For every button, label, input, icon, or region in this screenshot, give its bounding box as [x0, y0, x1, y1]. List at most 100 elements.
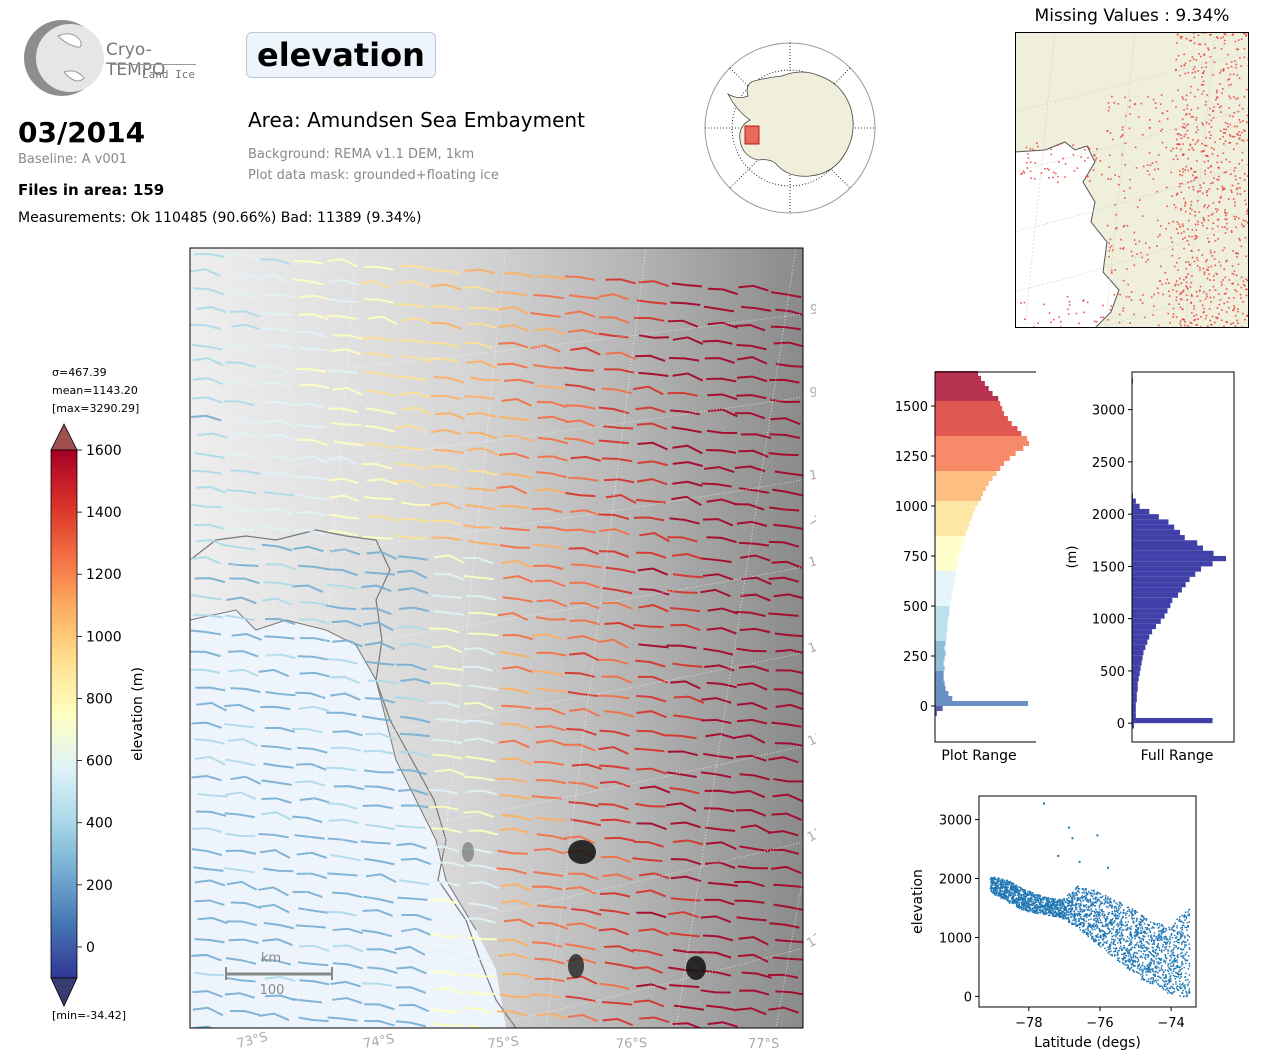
- scatter-point: [1025, 894, 1028, 897]
- track-segment: [229, 577, 260, 585]
- histogram-bar: [935, 671, 944, 676]
- scatter-point: [1104, 932, 1106, 935]
- missing-point: [1207, 215, 1210, 217]
- scatter-point: [1070, 916, 1073, 918]
- scatter-point: [1107, 898, 1109, 900]
- scatter-point: [1053, 906, 1056, 909]
- scatter-point: [1063, 912, 1065, 914]
- missing-point: [1133, 264, 1136, 267]
- missing-point: [1184, 133, 1187, 136]
- scatter-point: [1020, 897, 1022, 899]
- lon-label: 100°W: [808, 461, 816, 483]
- track-segment: [737, 702, 768, 711]
- scatter-point: [1183, 914, 1186, 916]
- track-segment: [293, 1035, 323, 1039]
- track-segment: [229, 310, 261, 318]
- scatter-point: [1104, 924, 1107, 926]
- scatter-point: [1181, 960, 1183, 963]
- scatter-point: [1085, 887, 1087, 890]
- track-segment: [669, 984, 700, 989]
- track-segment: [738, 449, 769, 458]
- missing-point: [1183, 64, 1186, 66]
- track-segment: [537, 436, 569, 445]
- scatter-point: [1126, 964, 1128, 966]
- scatter-point: [1134, 929, 1137, 931]
- scatter-point: [1132, 969, 1134, 971]
- scatter-point: [1043, 897, 1046, 900]
- scatter-point: [1154, 971, 1156, 973]
- scatter-point: [1129, 954, 1132, 957]
- missing-point: [1190, 180, 1192, 183]
- missing-point: [1186, 325, 1189, 327]
- scatter-point: [1119, 939, 1121, 942]
- track-segment: [394, 945, 426, 956]
- track-segment: [771, 560, 803, 569]
- scatter-point: [1184, 987, 1186, 990]
- scatter-point: [1154, 949, 1157, 951]
- scatter-point: [1027, 903, 1030, 905]
- scatter-point: [1043, 904, 1046, 906]
- missing-point: [1188, 235, 1191, 238]
- track-segment: [434, 554, 465, 564]
- scatter-point: [1112, 922, 1114, 925]
- track-segment: [702, 518, 734, 527]
- scatter-point: [1005, 897, 1007, 900]
- scatter-point: [1184, 915, 1186, 917]
- scatter-point: [1046, 900, 1048, 902]
- scatter-point: [1162, 988, 1165, 990]
- missing-point: [1048, 176, 1050, 179]
- histogram-bar: [1132, 697, 1137, 703]
- scatter-point: [1087, 919, 1090, 921]
- scatter-point: [1080, 905, 1082, 907]
- histogram-bar: [1132, 676, 1139, 682]
- missing-point: [1241, 326, 1244, 328]
- scatter-point: [1014, 887, 1016, 889]
- scatter-point: [1181, 992, 1183, 994]
- scatter-point: [1071, 903, 1073, 905]
- scatter-point: [1027, 910, 1029, 913]
- scatter-point: [1102, 943, 1104, 946]
- scatter-point: [1084, 915, 1087, 917]
- track-segment: [703, 647, 734, 656]
- scatter-point: [1162, 974, 1164, 976]
- missing-point: [1123, 224, 1126, 227]
- scatter-point: [1028, 909, 1031, 911]
- histogram-bar: [935, 531, 966, 536]
- track-segment: [741, 971, 772, 979]
- scatter-point: [996, 888, 999, 891]
- missing-point: [1175, 316, 1178, 318]
- track-segment: [292, 584, 324, 593]
- missing-point: [1187, 273, 1189, 275]
- missing-point: [1141, 133, 1144, 136]
- track-segment: [571, 907, 602, 916]
- track-segment: [633, 516, 665, 522]
- track-segment: [705, 826, 736, 832]
- track-segment: [703, 807, 735, 813]
- scatter-point: [1093, 889, 1095, 892]
- missing-point: [1224, 276, 1227, 279]
- missing-point: [1159, 233, 1161, 236]
- scatter-point: [1101, 895, 1104, 898]
- missing-point: [1207, 219, 1210, 222]
- scatter-point: [1180, 987, 1183, 989]
- track-segment: [669, 356, 700, 362]
- scatter-point: [1033, 902, 1036, 904]
- scatter-point: [1060, 914, 1062, 917]
- scatter-point: [1089, 899, 1091, 902]
- missing-point: [1198, 289, 1201, 292]
- histogram-bar: [1132, 535, 1185, 541]
- scatter-point: [1147, 947, 1150, 950]
- scatter-point: [1173, 990, 1176, 993]
- scatter-point: [1184, 944, 1186, 946]
- missing-point: [1208, 273, 1211, 275]
- scatter-point: [1149, 930, 1151, 932]
- missing-point: [1194, 318, 1197, 321]
- scatter-point: [1120, 931, 1123, 933]
- scatter-point: [1044, 909, 1047, 911]
- scatter-point: [1067, 914, 1070, 916]
- missing-point: [1222, 279, 1224, 281]
- scatter-point: [1151, 982, 1154, 985]
- scatter-point: [1048, 907, 1051, 910]
- scatter-point: [1061, 900, 1064, 903]
- missing-point: [1175, 69, 1177, 71]
